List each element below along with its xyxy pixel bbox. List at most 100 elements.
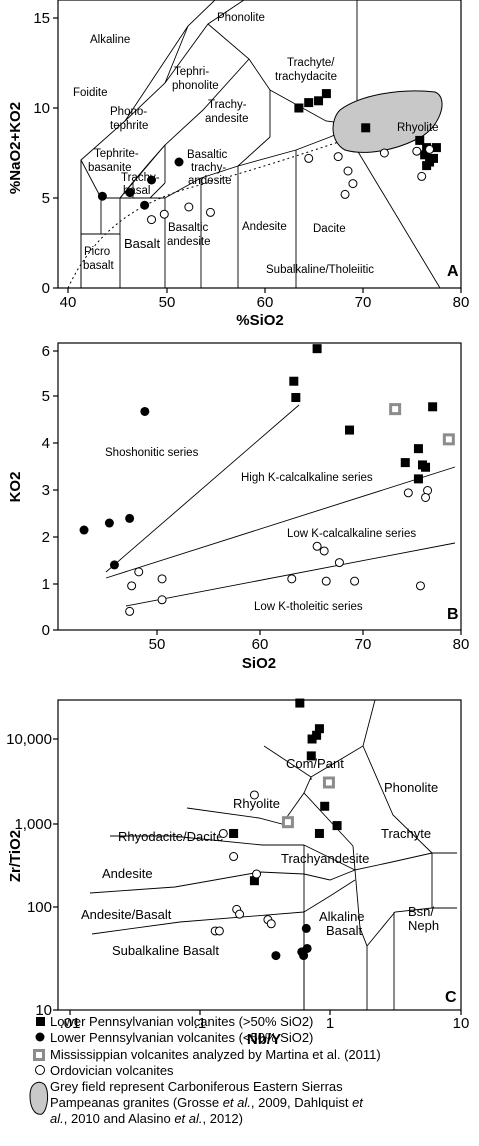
series-group [210,790,276,936]
open-circle-point [334,558,344,568]
grey-square-point-inner [284,819,291,826]
x-axis-title: %SiO2 [236,312,284,329]
plot-frame [57,699,462,1011]
field-label: Phonolite [384,780,438,795]
filled-square-point [345,425,355,435]
filled-square-point [413,444,423,454]
panel-b-k2o-diagram: Shoshonitic series High K-calcalkaline s… [105,404,456,613]
field-label: Bsn/ [408,904,434,919]
open-circle-point [125,606,135,616]
open-circle-point [159,209,169,219]
field-label: Rhyolite [233,796,280,811]
series-group [281,776,335,829]
filled-square-point [229,828,239,838]
field-label: trachy- [191,162,226,174]
series-group [271,923,312,961]
panel-a-field-labels: Alkaline Phonolite Foidite Tephri- phono… [73,12,439,276]
open-circle-point [319,546,329,556]
panel-c-field-labels: Phonolite Com/Pant Rhyolite Trachyte Rhy… [81,756,439,958]
filled-square-point [289,376,299,386]
open-circle-point [425,144,435,154]
y-tick-label: 10 [35,1002,52,1019]
open-circle-point [214,926,224,936]
grey-square-point-inner [445,436,452,443]
grey-field-marker [29,1081,49,1115]
field-label: phonolite [172,80,219,92]
open-circle-point [235,909,245,919]
filled-square-point [306,751,316,761]
filled-square-point [413,474,423,484]
filled-circle-point [301,923,311,933]
filled-circle-point [299,951,309,961]
filled-square-point [428,402,438,412]
x-tick-label: 40 [60,294,77,311]
field-label: Andesite [102,866,153,881]
filled-square-point [421,462,431,472]
field-label: Basaltic [168,222,209,234]
x-tick-label: 50 [159,294,176,311]
y-tick-label: 10,000 [6,731,52,748]
x-tick-label: 10 [453,1015,470,1032]
panel-b-points [79,344,455,616]
field-label: Neph [408,918,439,933]
open-circle-point [403,488,413,498]
panel-tag: B [447,606,459,623]
y-tick-label: 1 [42,576,50,593]
series-group [147,144,435,225]
open-circle-point [218,828,228,838]
series-group [79,406,150,570]
x-tick-label: 60 [257,294,274,311]
field-label: Rhyolite [397,122,439,134]
y-tick-label: 15 [33,10,50,27]
filled-square-point [312,344,322,354]
filled-circle-point [109,560,119,570]
x-tick-label: 70 [355,294,372,311]
legend-item: Grey field represent Carboniferous Easte… [29,1079,364,1126]
filled-circle-point [174,157,184,167]
panel-c-field-boundaries [89,699,457,1010]
open-circle-point [340,189,350,199]
plot-frame [57,0,462,289]
filled-square-point [415,135,425,145]
open-circle-point [350,576,360,586]
y-tick-label: 10 [33,100,50,117]
legend-item: Lower Pennsylvanian volcanites (>50% SiO… [36,1014,313,1029]
y-tick-label: 100 [27,899,52,916]
open-circle-point [321,576,331,586]
legend-item: Ordovician volcanites [35,1063,174,1078]
x-tick-label: 70 [355,636,372,653]
open-circle-point [266,919,276,929]
grey-square-point-inner [392,406,399,413]
legend-label: Lower Pennsylvanian volcanites (<50% SiO… [50,1030,313,1045]
panel-b-field-labels: Shoshonitic series High K-calcalkaline s… [105,447,416,613]
field-label: Trachyte [381,826,431,841]
series-group [229,698,342,886]
filled-square-point [428,153,438,163]
panel-c-zr-nb-diagram: Phonolite Com/Pant Rhyolite Trachyte Rhy… [81,699,457,1010]
open-circle-marker [35,1065,45,1075]
field-label: Alkaline [90,34,130,46]
field-label: Picro [84,246,110,258]
field-label: andesite [205,113,248,125]
open-circle-point [184,202,194,212]
open-circle-point [415,581,425,591]
filled-square-point [291,393,301,402]
filled-circle-point [125,513,135,523]
field-label: Trachyte/ [287,57,335,69]
field-label: Alkaline [319,909,365,924]
panel-a-points [97,89,441,225]
y-tick-label: 3 [42,482,50,499]
filled-circle-point [147,175,157,185]
field-label: Andesite [242,221,287,233]
plot-frame [57,342,462,631]
field-label: Tephri- [174,66,209,78]
filled-circle-point [79,525,89,535]
filled-circle-marker [35,1032,45,1042]
field-label: Com/Pant [286,756,344,771]
y-tick-label: 6 [42,343,50,360]
filled-square-point [314,724,324,734]
legend-label-line: Grey field represent Carboniferous Easte… [50,1079,343,1094]
field-label: Low K-calcalkaline series [287,528,416,540]
legend-label-line: al., 2010 and Alasino et al., 2012) [50,1111,243,1126]
